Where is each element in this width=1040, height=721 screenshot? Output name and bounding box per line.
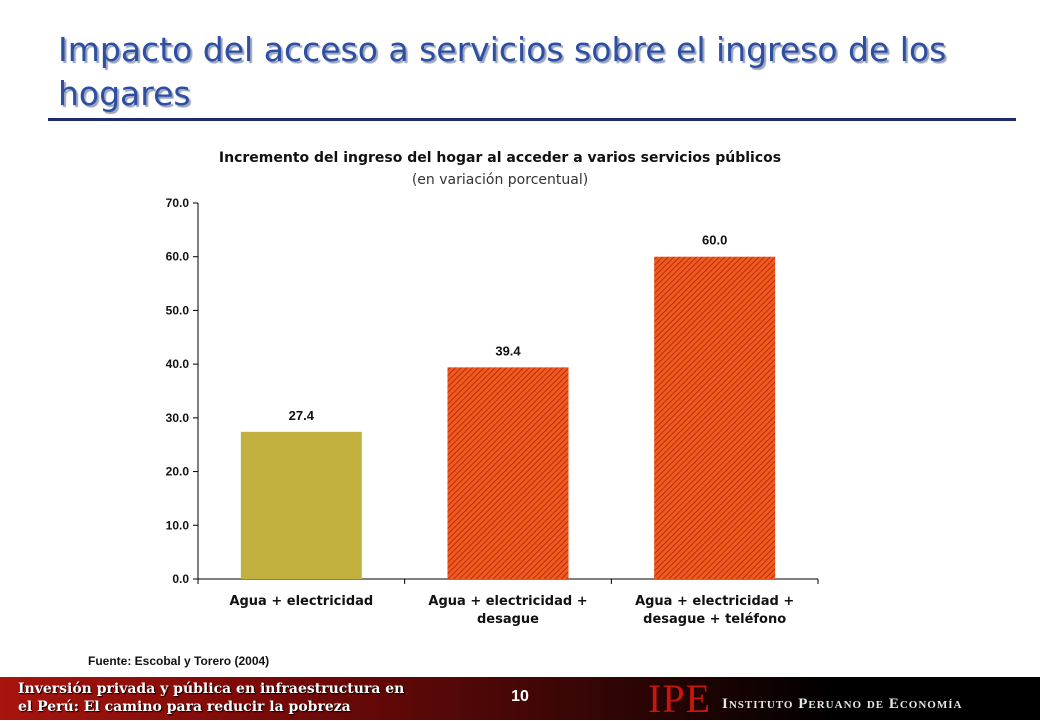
bar — [447, 367, 569, 579]
ipe-logo: IPE — [648, 676, 711, 721]
chart-title: Incremento del ingreso del hogar al acce… — [218, 150, 782, 166]
slide-title: Impacto del acceso a servicios sobre el … — [58, 30, 947, 113]
chart-subtitle: (en variación porcentual) — [411, 172, 589, 188]
footer-line-2: el Perú: El camino para reducir la pobre… — [18, 699, 351, 715]
x-category-label: Agua + electricidad + — [635, 594, 794, 609]
title-divider — [48, 118, 1016, 121]
x-category-label: Agua + electricidad + — [428, 594, 587, 609]
y-tick-label: 50.0 — [166, 303, 190, 317]
x-category-label: Agua + electricidad — [229, 594, 373, 609]
bar-value-label: 60.0 — [702, 233, 727, 248]
y-tick-label: 0.0 — [172, 572, 189, 586]
bar-value-label: 39.4 — [495, 343, 521, 358]
footer-presentation-title: Inversión privada y pública en infraestr… — [18, 680, 404, 716]
y-tick-label: 30.0 — [166, 411, 190, 425]
footer-line-1: Inversión privada y pública en infraestr… — [18, 681, 405, 697]
x-category-label: desague — [477, 612, 539, 627]
bar — [240, 431, 362, 579]
footer-bar — [0, 677, 1040, 720]
page-number: 10 — [511, 688, 529, 705]
y-tick-label: 60.0 — [166, 250, 190, 264]
bar-value-label: 27.4 — [289, 408, 315, 423]
source-note: Fuente: Escobal y Torero (2004) — [88, 654, 270, 668]
y-tick-label: 10.0 — [166, 518, 190, 532]
y-tick-label: 20.0 — [166, 465, 190, 479]
y-tick-label: 40.0 — [166, 357, 190, 371]
x-category-label: desague + teléfono — [643, 612, 786, 627]
y-tick-label: 70.0 — [166, 196, 190, 210]
bar-chart: 0.0 10.0 20.0 30.0 40.0 50.0 60.0 70.0 27.4 Agua … — [166, 196, 819, 627]
bar — [654, 256, 776, 579]
institute-name: Instituto Peruano de Economía — [722, 696, 963, 712]
